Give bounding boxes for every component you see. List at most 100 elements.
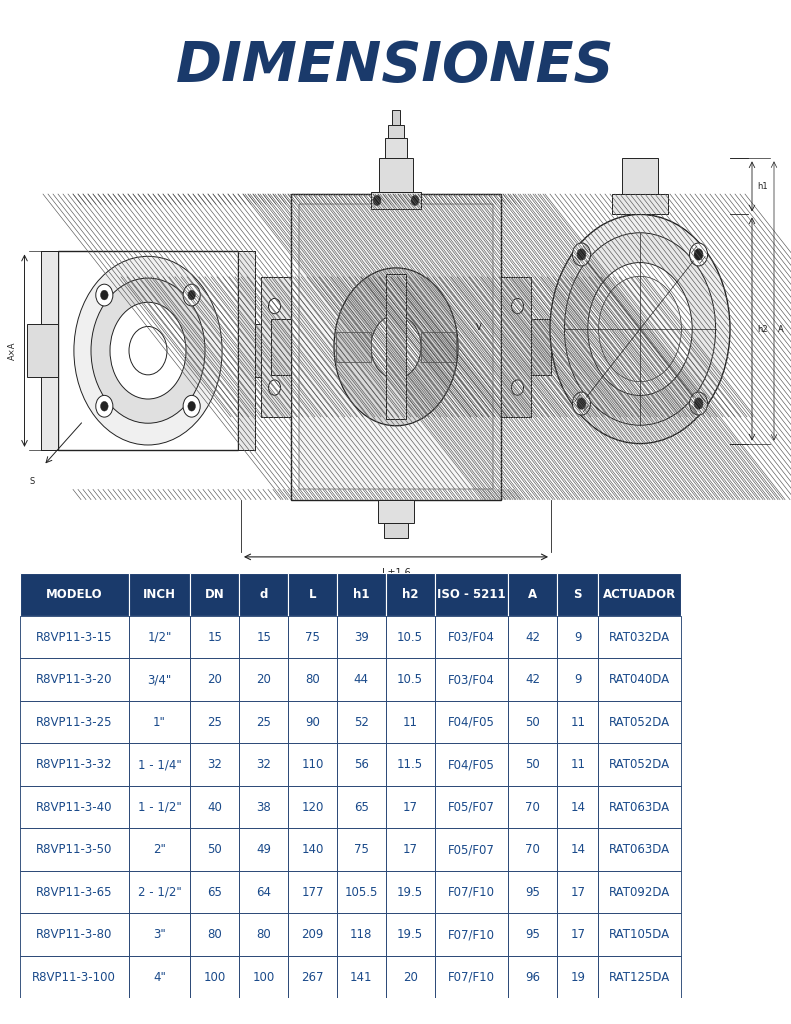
Text: 15: 15 [256, 631, 271, 644]
FancyBboxPatch shape [239, 870, 288, 913]
FancyBboxPatch shape [337, 786, 386, 828]
Circle shape [96, 395, 113, 417]
Text: DIMENSIONES: DIMENSIONES [176, 39, 615, 92]
FancyBboxPatch shape [509, 913, 557, 956]
Text: MODELO: MODELO [46, 588, 103, 601]
FancyBboxPatch shape [434, 786, 509, 828]
Text: L±1.6: L±1.6 [381, 568, 411, 579]
Text: R8VP11-3-20: R8VP11-3-20 [36, 673, 112, 686]
Text: 11.5: 11.5 [397, 758, 423, 771]
Circle shape [577, 397, 586, 410]
FancyBboxPatch shape [599, 828, 681, 870]
Text: DN: DN [205, 588, 225, 601]
Text: h1: h1 [353, 588, 369, 601]
Bar [612, 195, 668, 214]
Text: 19.5: 19.5 [397, 928, 423, 941]
Text: 19.5: 19.5 [397, 886, 423, 899]
Text: 2 - 1/2": 2 - 1/2" [138, 886, 181, 899]
Text: 40: 40 [207, 801, 222, 814]
FancyBboxPatch shape [509, 615, 557, 658]
Text: 14: 14 [570, 801, 585, 814]
FancyBboxPatch shape [288, 700, 337, 743]
Text: 20: 20 [256, 673, 271, 686]
FancyBboxPatch shape [434, 658, 509, 700]
Text: 32: 32 [256, 758, 271, 771]
Text: 90: 90 [305, 716, 320, 729]
FancyBboxPatch shape [191, 870, 239, 913]
FancyBboxPatch shape [337, 870, 386, 913]
FancyBboxPatch shape [191, 700, 239, 743]
Text: 25: 25 [256, 716, 271, 729]
Bar [299, 204, 493, 489]
Text: 80: 80 [256, 928, 271, 941]
Text: h1: h1 [757, 182, 767, 190]
Circle shape [411, 196, 419, 206]
Text: 42: 42 [525, 631, 540, 644]
Bar [255, 324, 286, 377]
Bar [531, 318, 551, 375]
Text: 118: 118 [350, 928, 373, 941]
Text: 141: 141 [350, 971, 373, 984]
FancyBboxPatch shape [509, 658, 557, 700]
FancyBboxPatch shape [509, 870, 557, 913]
Text: 10.5: 10.5 [397, 673, 423, 686]
FancyBboxPatch shape [386, 913, 434, 956]
Text: RAT032DA: RAT032DA [609, 631, 670, 644]
FancyBboxPatch shape [599, 786, 681, 828]
Text: V: V [476, 324, 482, 332]
Text: R8VP11-3-65: R8VP11-3-65 [36, 886, 112, 899]
Bar [336, 332, 371, 362]
Text: A×A: A×A [8, 341, 17, 359]
Circle shape [100, 401, 108, 411]
FancyBboxPatch shape [191, 658, 239, 700]
FancyBboxPatch shape [129, 786, 191, 828]
Text: h2: h2 [402, 588, 418, 601]
Text: 17: 17 [403, 801, 418, 814]
FancyBboxPatch shape [129, 573, 191, 615]
FancyBboxPatch shape [239, 743, 288, 786]
Text: RAT125DA: RAT125DA [609, 971, 670, 984]
Text: d: d [259, 588, 268, 601]
Circle shape [573, 243, 590, 266]
FancyBboxPatch shape [557, 828, 599, 870]
FancyBboxPatch shape [434, 573, 509, 615]
FancyBboxPatch shape [337, 743, 386, 786]
FancyBboxPatch shape [191, 828, 239, 870]
FancyBboxPatch shape [434, 956, 509, 998]
Circle shape [512, 380, 524, 395]
Bar [271, 318, 291, 375]
FancyBboxPatch shape [288, 786, 337, 828]
FancyBboxPatch shape [434, 870, 509, 913]
FancyBboxPatch shape [337, 658, 386, 700]
FancyBboxPatch shape [191, 786, 239, 828]
Text: F05/F07: F05/F07 [448, 843, 495, 856]
FancyBboxPatch shape [557, 573, 599, 615]
FancyBboxPatch shape [288, 956, 337, 998]
FancyBboxPatch shape [288, 615, 337, 658]
Text: 50: 50 [525, 758, 540, 771]
Text: A: A [778, 325, 784, 334]
Text: RAT063DA: RAT063DA [609, 843, 670, 856]
Text: F03/F04: F03/F04 [448, 673, 495, 686]
Circle shape [74, 256, 222, 445]
Text: RAT063DA: RAT063DA [609, 801, 670, 814]
Text: 52: 52 [354, 716, 369, 729]
FancyBboxPatch shape [434, 828, 509, 870]
Text: S: S [29, 477, 35, 485]
Text: 10.5: 10.5 [397, 631, 423, 644]
Text: R8VP11-3-100: R8VP11-3-100 [32, 971, 116, 984]
Circle shape [268, 380, 281, 395]
Circle shape [188, 401, 195, 411]
Text: 39: 39 [354, 631, 369, 644]
Text: 65: 65 [354, 801, 369, 814]
Circle shape [334, 268, 458, 426]
FancyBboxPatch shape [599, 700, 681, 743]
Text: 2": 2" [153, 843, 166, 856]
Text: 3/4": 3/4" [147, 673, 172, 686]
Text: INCH: INCH [143, 588, 176, 601]
Bar [501, 276, 531, 417]
Circle shape [512, 298, 524, 313]
Text: 42: 42 [525, 673, 540, 686]
Text: 11: 11 [570, 758, 585, 771]
Bar [28, 324, 58, 377]
